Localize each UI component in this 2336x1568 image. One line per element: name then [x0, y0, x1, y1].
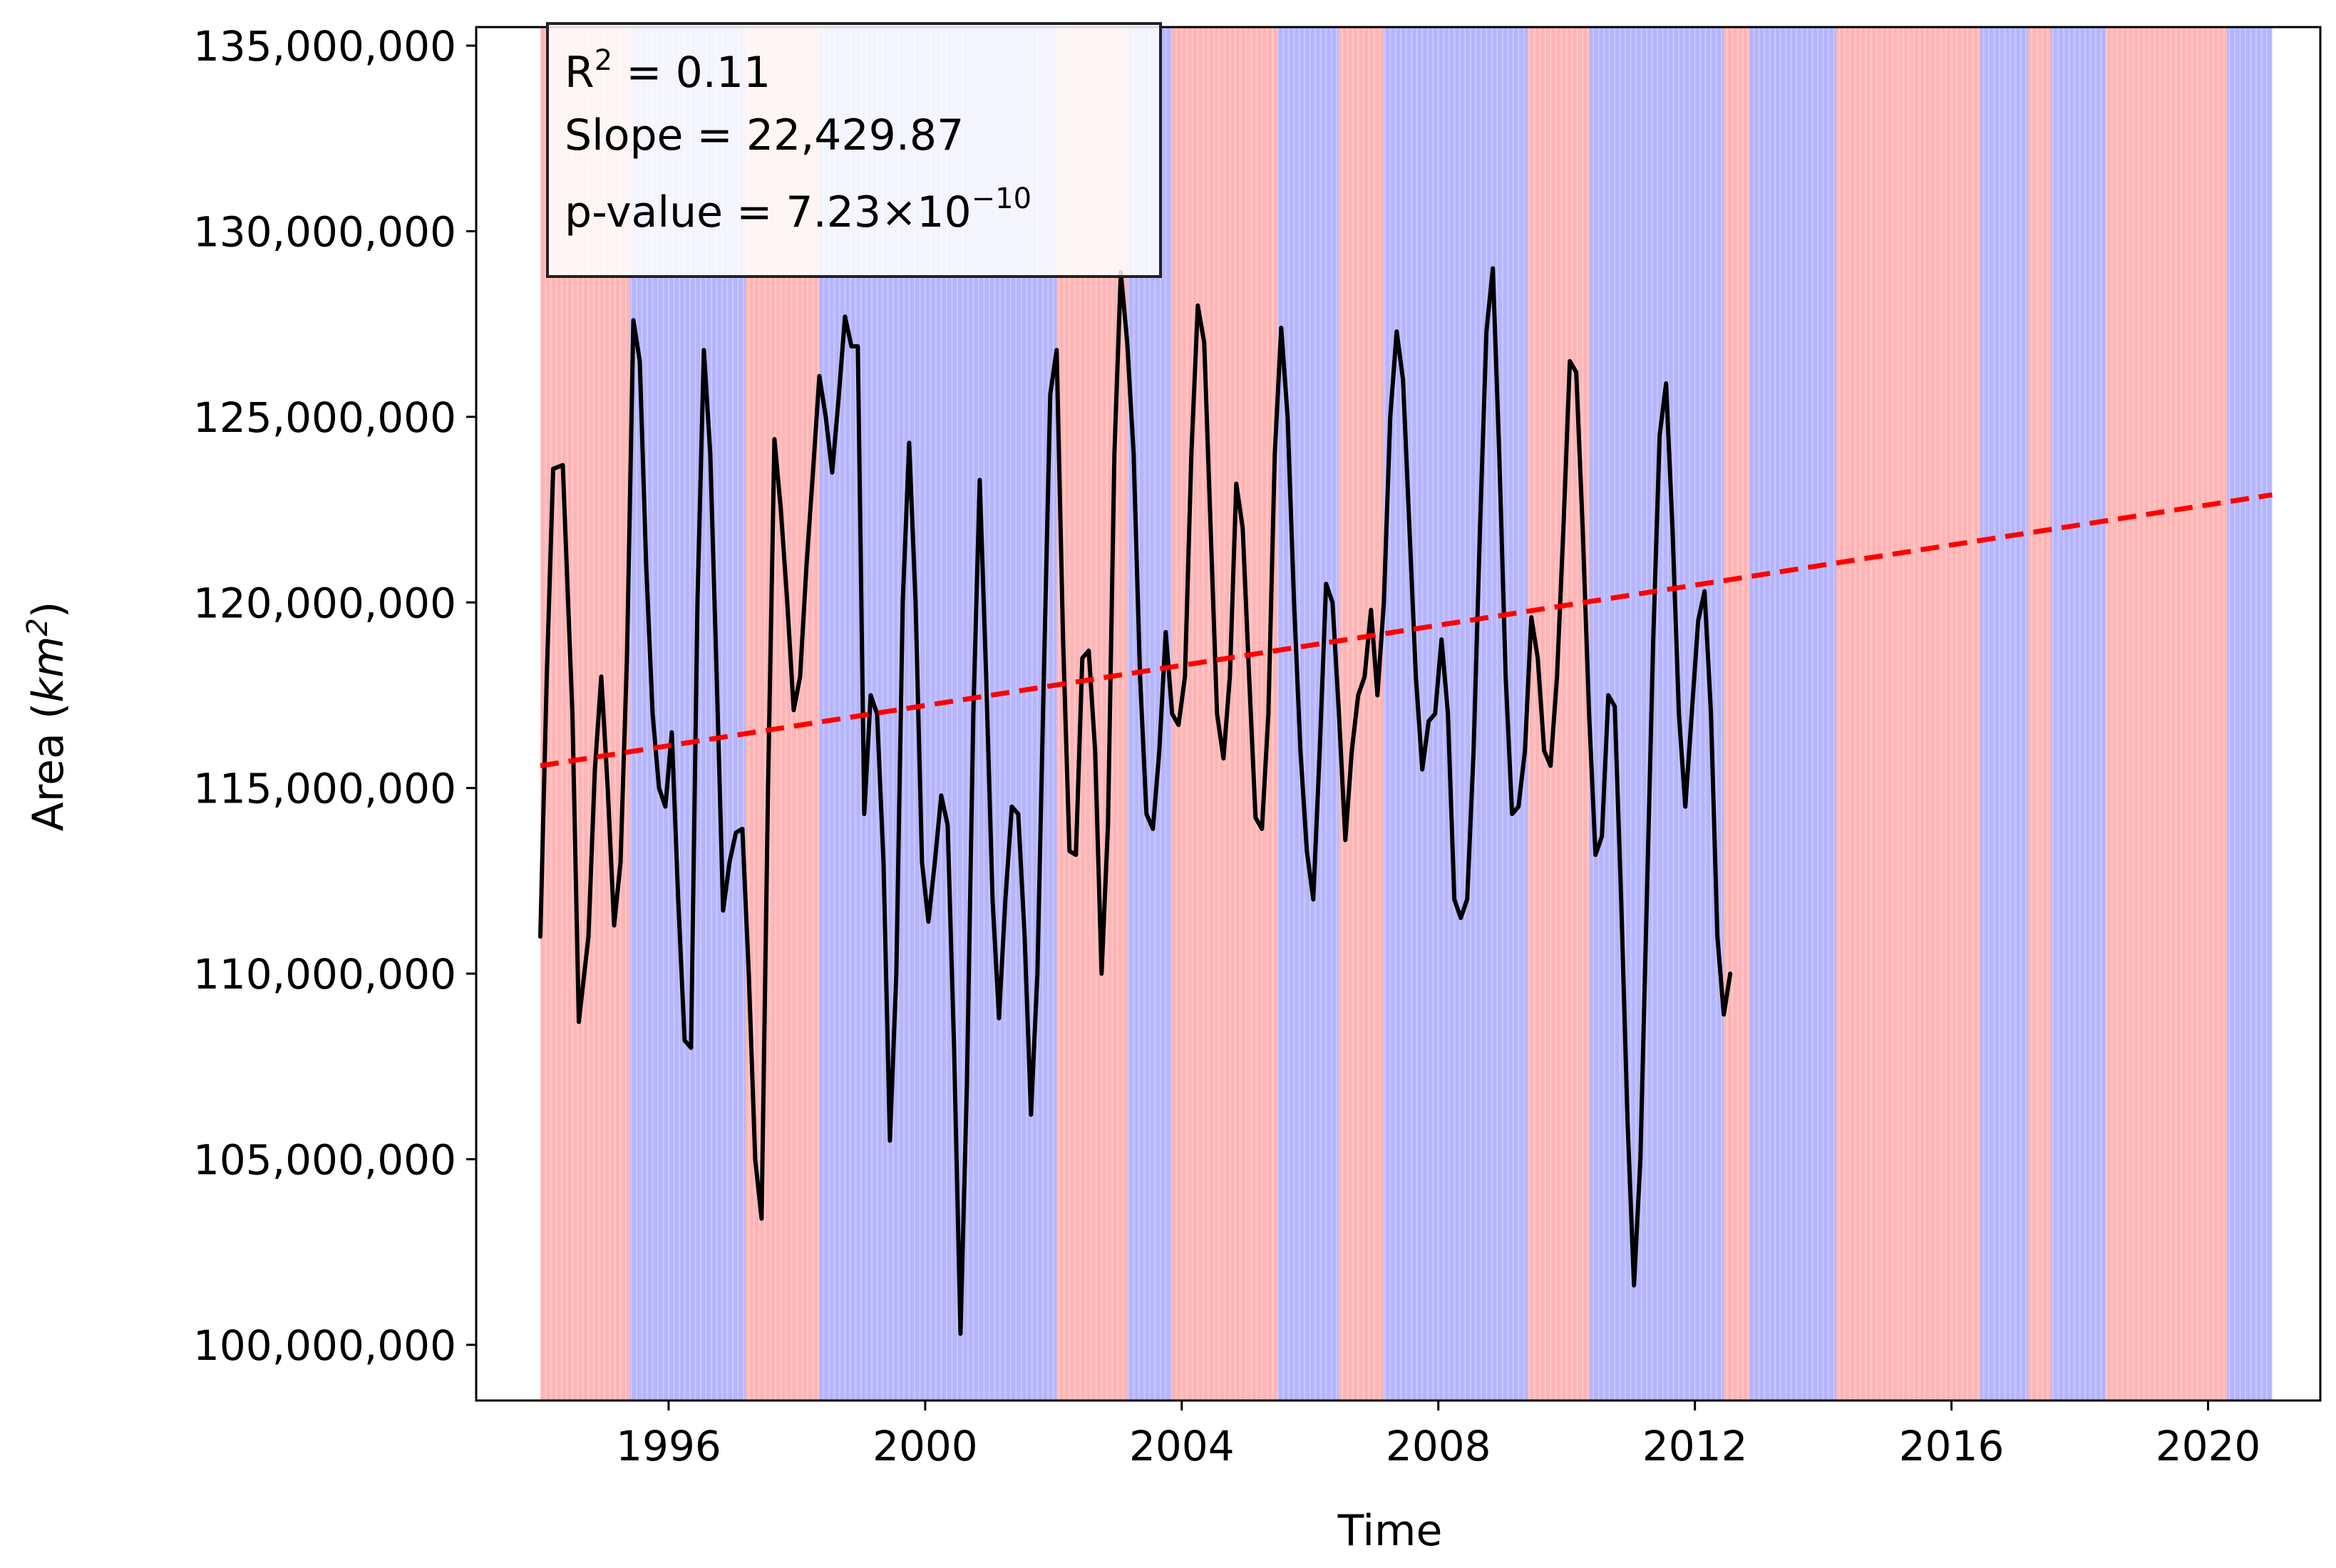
x-axis: 1996 2000 2004 2008 2012 2016 2020 — [616, 1401, 2260, 1470]
trend-line — [540, 492, 2273, 768]
y-axis-label-close: ) — [24, 602, 73, 618]
shaded-band-positive — [2028, 27, 2052, 1401]
y-tick-label: 125,000,000 — [193, 393, 456, 442]
shaded-band-negative — [1277, 27, 1339, 1401]
p-value-main: p-value = 7.23×10 — [565, 187, 972, 237]
x-tick-label: 2020 — [2156, 1422, 2261, 1470]
shaded-band-positive — [1836, 27, 1981, 1401]
y-tick-label: 105,000,000 — [193, 1135, 456, 1184]
r-squared-text: R2 = 0.11 — [565, 44, 771, 98]
y-axis: 100,000,000 105,000,000 110,000,000 115,000… — [193, 22, 476, 1370]
shaded-band-negative — [1980, 27, 2029, 1401]
series-line-area — [538, 266, 1733, 1336]
shaded-band-positive — [2105, 27, 2228, 1401]
x-tick-label: 2012 — [1642, 1422, 1748, 1470]
stats-annotation-box: R2 = 0.11 Slope = 22,429.87 p-value = 7.… — [546, 22, 1162, 278]
x-tick-label: 2016 — [1899, 1422, 2005, 1470]
y-tick-label: 110,000,000 — [193, 950, 456, 999]
y-tick-label: 120,000,000 — [193, 579, 456, 627]
data-series — [538, 266, 1733, 1336]
x-axis-label: Time — [1337, 1506, 1443, 1556]
y-axis-label-main: Area ( — [24, 703, 73, 832]
shaded-band-positive — [1528, 27, 1590, 1401]
r-squared-value: = 0.11 — [612, 48, 771, 98]
x-tick-label: 2008 — [1386, 1422, 1491, 1470]
trend-layer — [540, 492, 2273, 768]
y-axis-label-unit: km — [24, 636, 73, 703]
shaded-band-negative — [1749, 27, 1836, 1401]
y-axis-label: Area (km2) — [21, 602, 73, 832]
x-tick-label: 2000 — [873, 1422, 978, 1470]
shaded-band-negative — [1589, 27, 1724, 1401]
x-tick-label: 1996 — [616, 1422, 721, 1470]
shaded-band-positive — [1724, 27, 1750, 1401]
r-squared-superscript: 2 — [595, 44, 612, 77]
shaded-band-negative — [1384, 27, 1528, 1401]
slope-text: Slope = 22,429.87 — [565, 110, 964, 160]
plot-frame — [475, 26, 2322, 1402]
shaded-band-positive — [1339, 27, 1384, 1401]
y-tick-label: 135,000,000 — [193, 22, 456, 71]
p-value-exponent: −10 — [972, 182, 1031, 215]
p-value-text: p-value = 7.23×10−10 — [565, 182, 1031, 237]
y-axis-label-exp: 2 — [21, 618, 54, 636]
y-tick-label: 130,000,000 — [193, 207, 456, 256]
r-squared-label: R — [565, 48, 595, 98]
annotation-frame — [546, 22, 1162, 278]
y-tick-label: 100,000,000 — [193, 1321, 456, 1370]
y-tick-label: 115,000,000 — [193, 765, 456, 813]
shaded-band-negative — [2051, 27, 2106, 1401]
shaded-band-negative — [2227, 27, 2273, 1401]
x-tick-label: 2004 — [1129, 1422, 1235, 1470]
